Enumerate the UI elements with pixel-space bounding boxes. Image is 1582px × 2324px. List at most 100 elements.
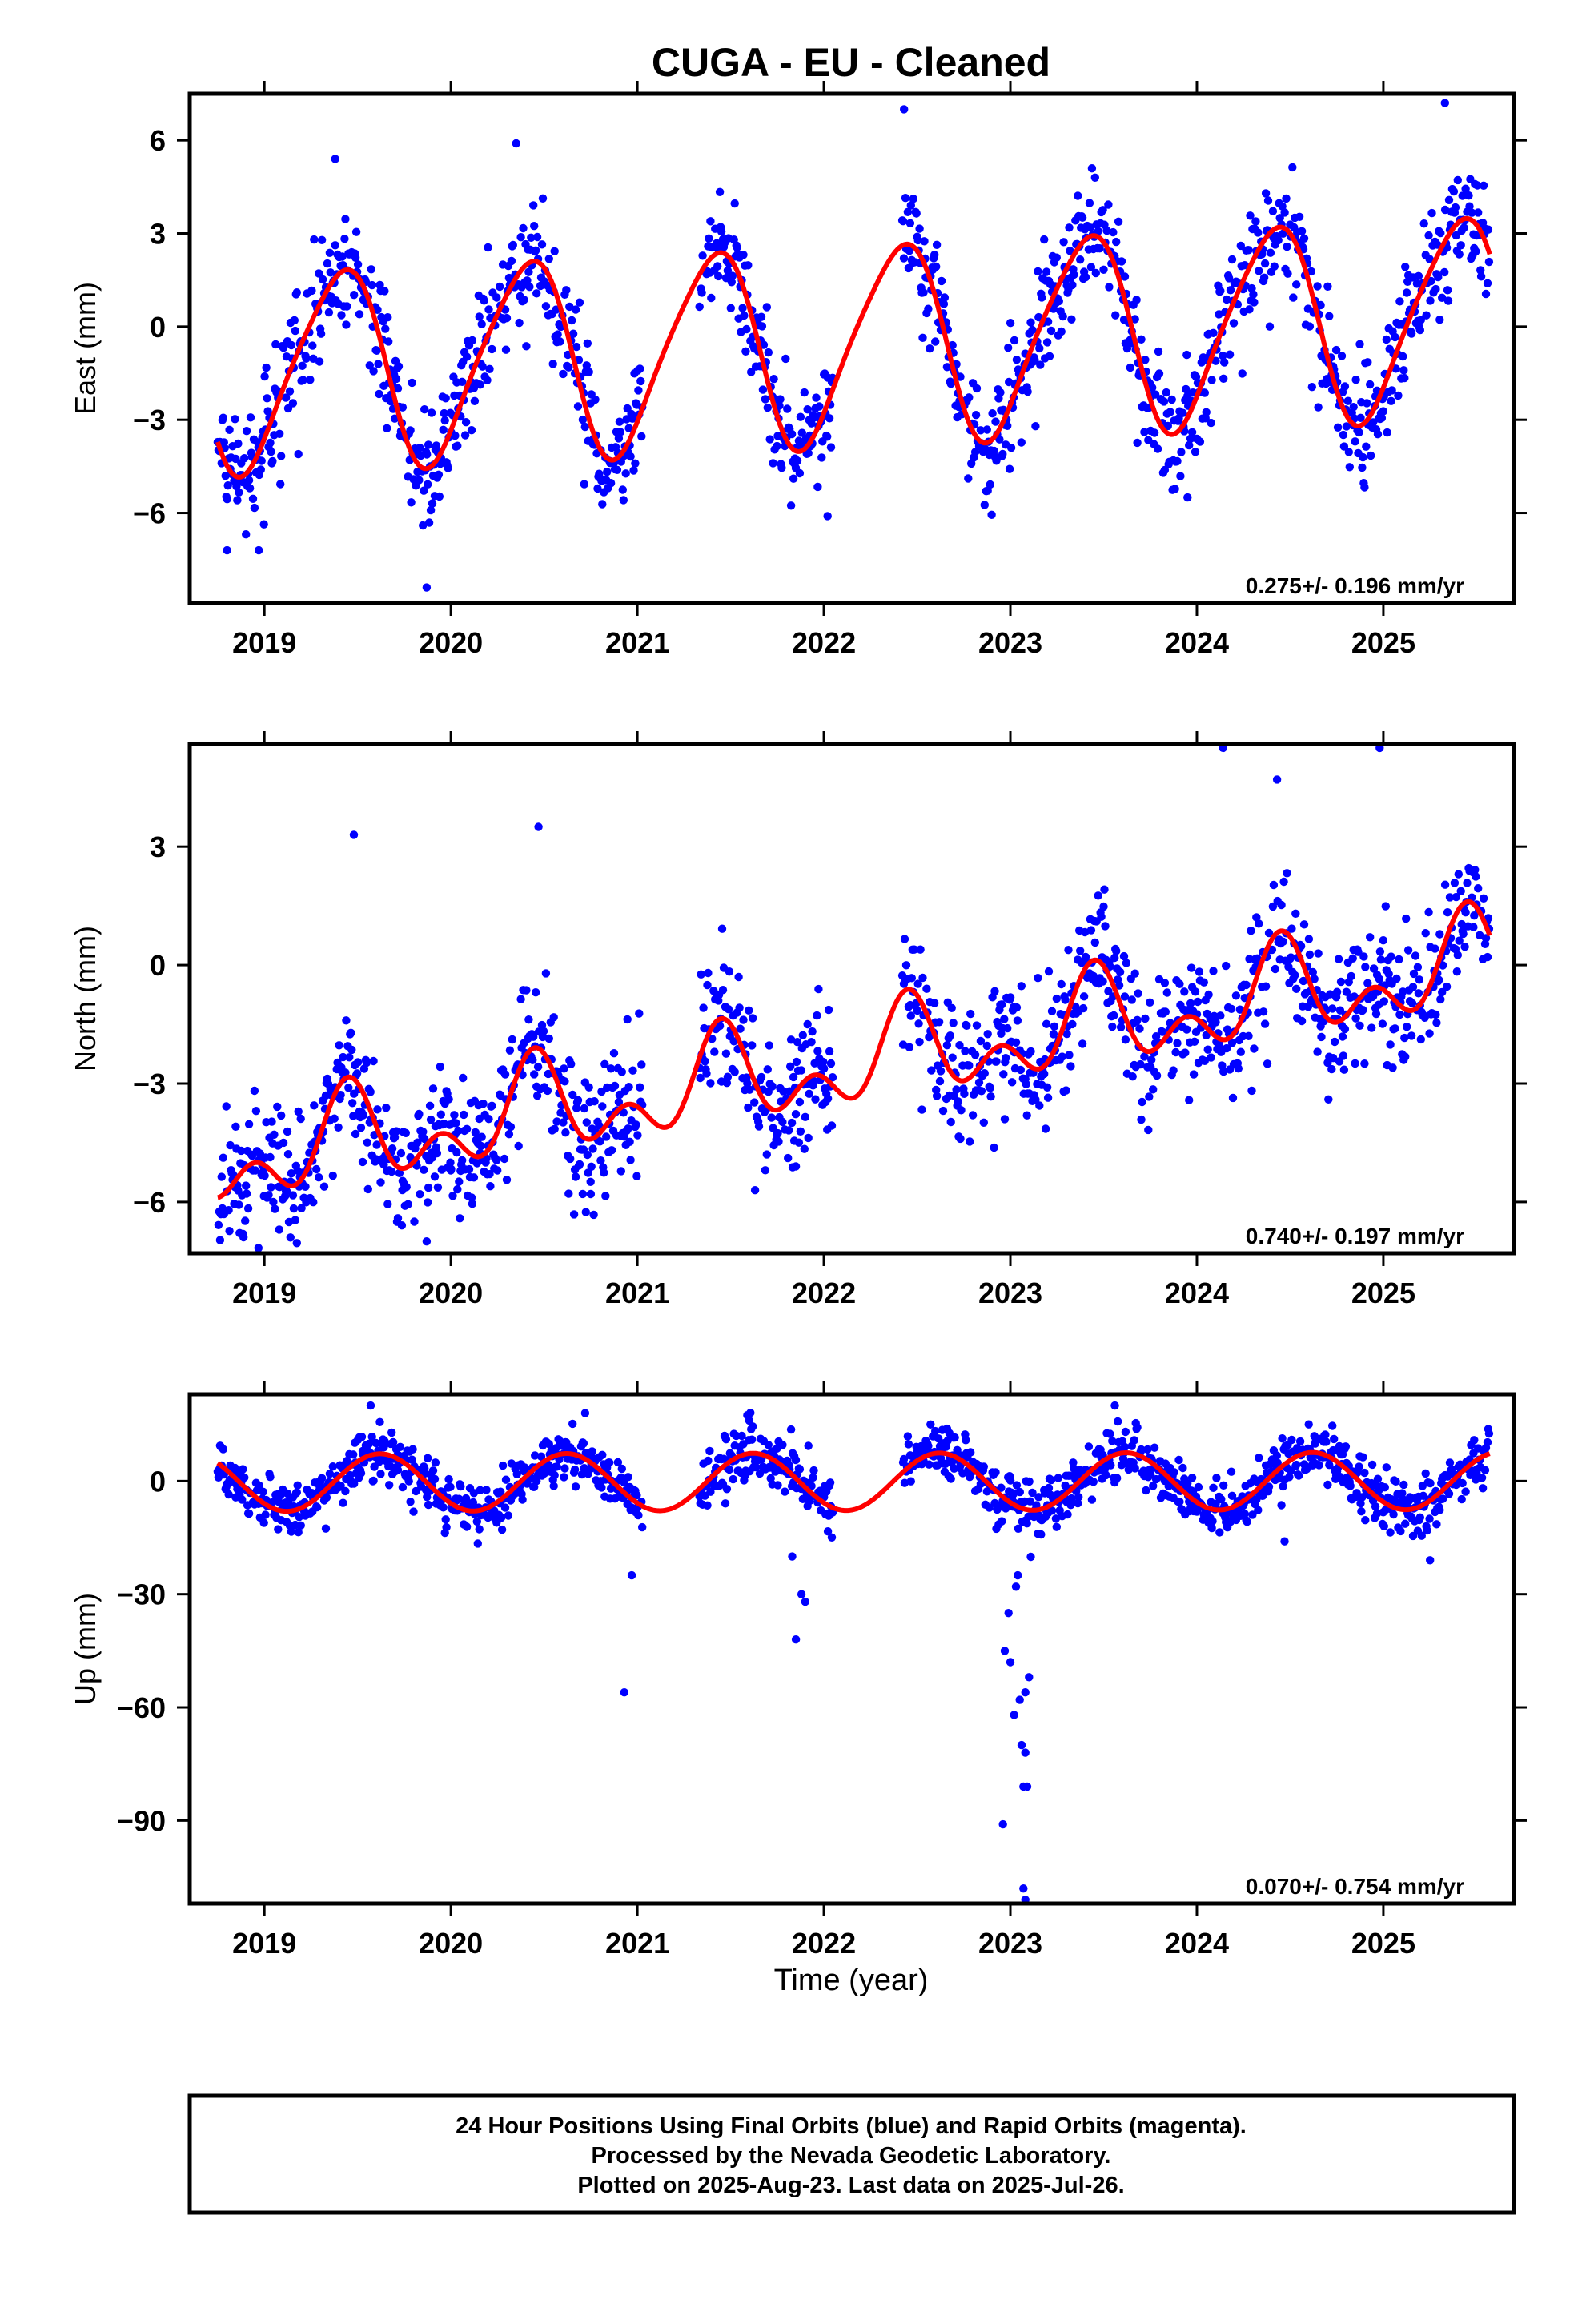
data-point [817,453,826,462]
data-point [1422,311,1431,320]
data-point [217,1172,226,1181]
data-point [431,1458,440,1467]
data-point [1400,1033,1409,1043]
data-point [949,1019,958,1027]
data-point [598,1102,607,1111]
data-point [603,468,612,476]
data-point [733,243,741,252]
data-point [1384,970,1393,979]
data-point [1078,1039,1087,1048]
y-tick-label: −60 [117,1691,166,1724]
data-point [919,288,928,297]
data-point [1392,974,1401,983]
data-point [352,1069,362,1078]
data-point [460,1110,468,1120]
data-point [1091,268,1101,278]
outlier-point [1021,1748,1030,1757]
data-point [1146,998,1154,1007]
data-point [1121,1035,1130,1044]
data-point [1178,408,1187,417]
data-point [1341,1442,1351,1451]
data-point [1484,914,1493,923]
data-point [763,403,772,412]
data-point [915,1037,924,1047]
data-point [500,1154,509,1164]
outlier-point [366,1401,375,1410]
data-point [458,377,467,386]
data-point [231,415,239,424]
data-point [1444,1490,1454,1498]
data-point [986,1092,995,1101]
data-point [450,1111,459,1120]
data-point [1472,1475,1480,1484]
data-point [1231,991,1241,1000]
x-axis-label: Time (year) [774,1964,929,1997]
data-point [932,1092,942,1100]
data-points [214,744,1494,1252]
data-point [1003,421,1012,430]
data-point [1114,981,1124,990]
data-point [455,1494,464,1503]
data-point [1130,315,1139,324]
data-point [1435,1506,1444,1514]
data-point [432,1148,442,1158]
data-point [1264,1482,1274,1491]
data-point [624,1083,633,1092]
data-point [1005,464,1014,473]
data-point [900,1478,909,1487]
data-point [441,1515,450,1524]
data-point [948,1053,957,1062]
data-point [467,1193,476,1202]
data-point [560,1473,568,1482]
data-point [391,1127,401,1136]
data-point [1481,289,1491,299]
data-point [972,1021,982,1030]
data-point [338,252,347,261]
data-point [1280,208,1289,217]
data-point [785,1126,793,1135]
data-point [355,310,364,319]
data-point [1186,963,1196,972]
data-point [568,316,576,325]
data-points [213,99,1494,592]
data-point [397,1221,407,1230]
data-point [636,364,644,373]
data-point [903,207,913,216]
data-point [1074,191,1082,200]
data-point [488,1101,496,1111]
data-point [1085,199,1094,207]
data-point [637,1060,646,1069]
data-point [317,235,327,244]
data-point [436,1062,444,1072]
y-tick-label: −3 [133,404,166,436]
data-point [475,1525,484,1534]
data-point [524,267,533,276]
data-point [294,449,303,459]
data-point [601,1192,610,1200]
data-point [1474,208,1483,217]
data-point [828,1073,837,1082]
data-point [701,1057,709,1066]
data-point [781,1487,789,1496]
data-point [899,1454,909,1464]
data-point [388,1437,398,1447]
data-point [938,1106,948,1116]
data-point [283,1127,292,1136]
data-point [767,1113,776,1122]
data-point [575,1160,584,1169]
data-point [292,1488,301,1497]
data-point [915,224,924,233]
y-axis-label: Up (mm) [69,1593,102,1705]
data-point [744,1103,753,1112]
data-point [404,1200,412,1209]
data-point [1345,463,1355,472]
data-point [1141,356,1150,364]
data-point [469,1489,479,1498]
data-point [1268,902,1278,911]
data-point [1395,1010,1404,1019]
data-point [1247,927,1255,935]
data-point [1361,1516,1370,1525]
outlier-point [900,105,909,114]
velocity-rate-label: 0.275+/- 0.196 mm/yr [1246,573,1464,598]
data-point [757,322,767,331]
